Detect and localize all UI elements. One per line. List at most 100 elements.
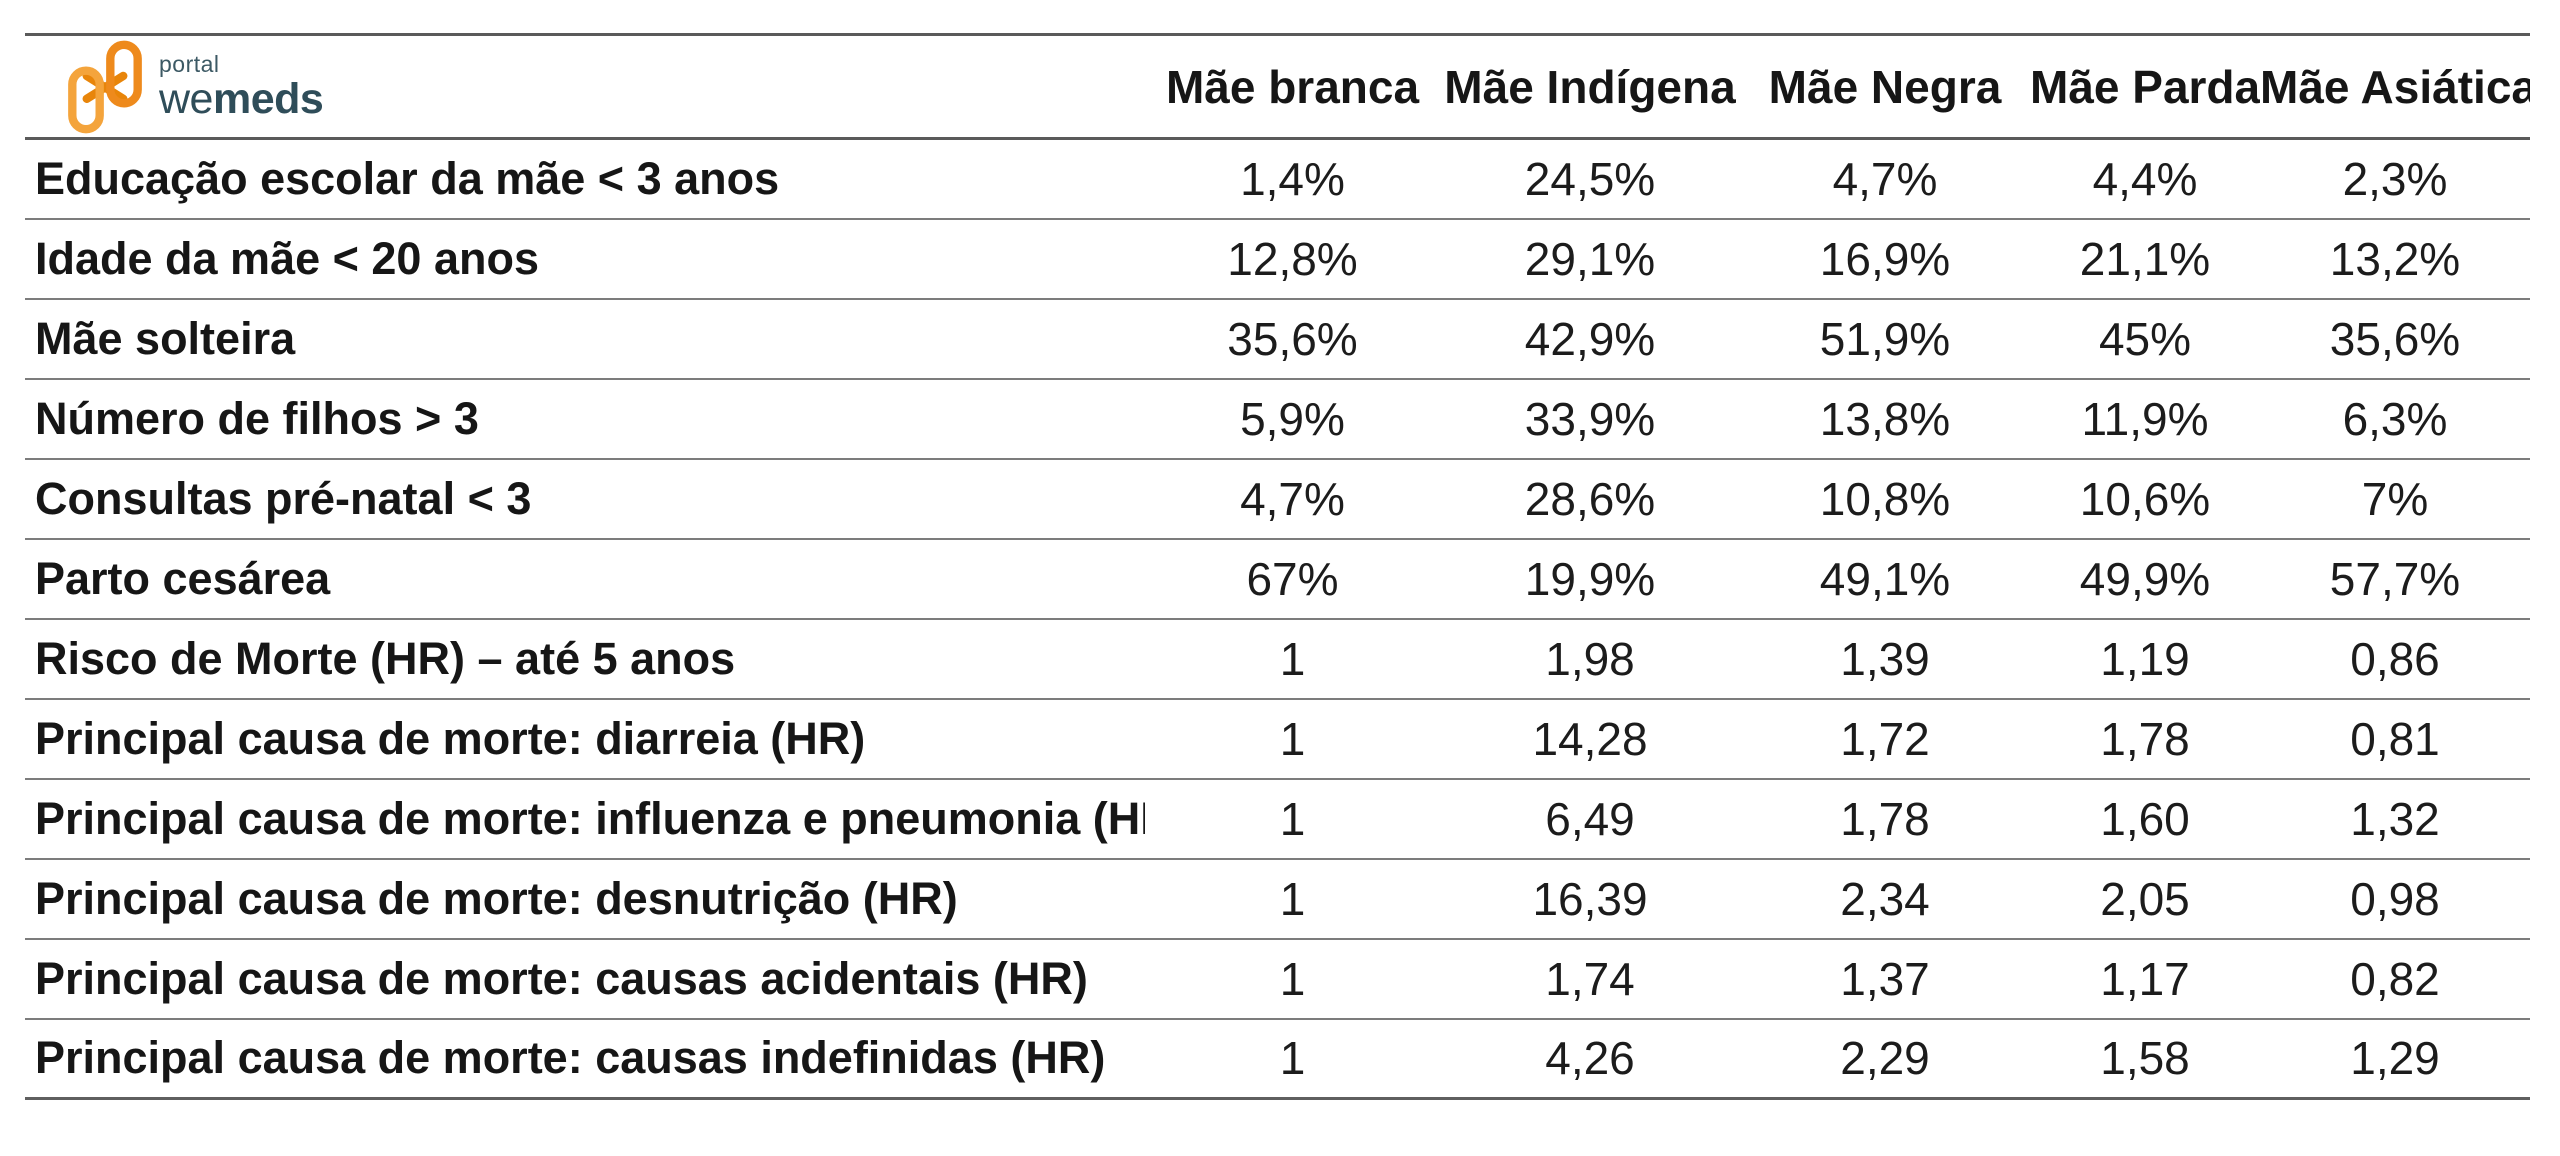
table-cell: 1 xyxy=(1279,952,1306,1005)
table-cell: 1,29 xyxy=(2350,1032,2440,1085)
table-cell: 45% xyxy=(2098,312,2192,365)
table-cell: 0,82 xyxy=(2350,952,2440,1005)
table-cell: 1 xyxy=(1279,1032,1306,1085)
table-cell: 35,6% xyxy=(1227,312,1358,365)
table-cell: 19,9% xyxy=(1524,552,1656,605)
wemeds-logo: portal wemeds xyxy=(25,39,1145,135)
row-label: Número de filhos > 3 xyxy=(35,392,479,444)
data-table: portal wemeds Mãe branca Mãe Indígena Mã… xyxy=(25,33,2530,1100)
row-label: Principal causa de morte: causas indefin… xyxy=(35,1032,1106,1084)
table-row: Educação escolar da mãe < 3 anos 1,4% 24… xyxy=(25,139,2530,219)
table-cell: 1,78 xyxy=(2100,712,2190,765)
column-header-mae-asiatica: Mãe Asiática xyxy=(2260,60,2530,113)
table-cell: 1,78 xyxy=(1840,792,1930,845)
table-cell: 4,7% xyxy=(1832,152,1938,205)
row-label: Educação escolar da mãe < 3 anos xyxy=(35,152,780,204)
table-cell: 33,9% xyxy=(1524,392,1656,445)
brand-text: portal wemeds xyxy=(159,50,324,123)
header-row: portal wemeds Mãe branca Mãe Indígena Mã… xyxy=(25,34,2530,139)
logo-cross-stroke xyxy=(82,71,128,103)
table-row: Principal causa de morte: influenza e pn… xyxy=(25,779,2530,859)
brand-wordmark: wemeds xyxy=(159,74,324,123)
table-cell: 24,5% xyxy=(1524,152,1656,205)
table-cell: 1 xyxy=(1279,872,1306,925)
table-cell: 4,7% xyxy=(1240,472,1345,525)
row-label: Parto cesárea xyxy=(35,552,331,604)
table-cell: 2,29 xyxy=(1840,1032,1930,1085)
table-row: Idade da mãe < 20 anos 12,8% 29,1% 16,9%… xyxy=(25,219,2530,299)
table-cell: 1 xyxy=(1279,712,1306,765)
table-cell: 13,2% xyxy=(2329,232,2461,285)
table-cell: 51,9% xyxy=(1819,312,1951,365)
brand-we: we xyxy=(159,74,213,123)
table-cell: 16,39 xyxy=(1532,872,1648,925)
table-cell: 6,49 xyxy=(1545,792,1635,845)
table-cell: 10,8% xyxy=(1819,472,1951,525)
table-cell: 12,8% xyxy=(1227,232,1358,285)
table-cell: 2,34 xyxy=(1840,872,1930,925)
table-cell: 1,74 xyxy=(1545,952,1635,1005)
table-cell: 1,60 xyxy=(2100,792,2190,845)
column-header-mae-negra: Mãe Negra xyxy=(1768,60,2002,113)
table-cell: 7% xyxy=(2361,472,2429,525)
logo-right-pill xyxy=(106,40,142,108)
table-cell: 57,7% xyxy=(2329,552,2461,605)
table-cell: 2,05 xyxy=(2100,872,2190,925)
table-row: Principal causa de morte: causas indefin… xyxy=(25,1019,2530,1099)
table-cell: 42,9% xyxy=(1524,312,1656,365)
table-cell: 10,6% xyxy=(2079,472,2211,525)
table-cell: 28,6% xyxy=(1524,472,1656,525)
table-cell: 49,1% xyxy=(1819,552,1951,605)
table-cell: 0,86 xyxy=(2350,632,2440,685)
column-header-mae-parda: Mãe Parda xyxy=(2030,60,2260,113)
table-cell: 35,6% xyxy=(2329,312,2461,365)
table-cell: 2,3% xyxy=(2342,152,2448,205)
row-label: Principal causa de morte: influenza e pn… xyxy=(35,792,1145,844)
table-cell: 1,17 xyxy=(2100,952,2190,1005)
table-cell: 0,81 xyxy=(2350,712,2440,765)
table-row: Principal causa de morte: diarreia (HR) … xyxy=(25,699,2530,779)
column-header-mae-indigena: Mãe Indígena xyxy=(1444,60,1736,113)
wemeds-logo-icon xyxy=(68,40,142,133)
table-row: Principal causa de morte: desnutrição (H… xyxy=(25,859,2530,939)
table-cell: 1,19 xyxy=(2100,632,2190,685)
row-label: Idade da mãe < 20 anos xyxy=(35,232,539,284)
row-label: Risco de Morte (HR) – até 5 anos xyxy=(35,632,736,684)
table-cell: 1,58 xyxy=(2100,1032,2190,1085)
table-cell: 21,1% xyxy=(2079,232,2211,285)
brand-meds: meds xyxy=(212,74,324,123)
table-cell: 6,3% xyxy=(2342,392,2448,445)
table-cell: 1,98 xyxy=(1545,632,1635,685)
table-cell: 1,37 xyxy=(1840,952,1930,1005)
table-cell: 0,98 xyxy=(2350,872,2440,925)
table-cell: 4,26 xyxy=(1545,1032,1635,1085)
table-cell: 1,32 xyxy=(2350,792,2440,845)
brand-cell: portal wemeds xyxy=(25,35,1145,139)
table-cell: 1 xyxy=(1279,792,1306,845)
table-cell: 49,9% xyxy=(2079,552,2211,605)
logo-left-pill xyxy=(68,65,104,133)
table-cell: 14,28 xyxy=(1532,712,1648,765)
brand-portal-label: portal xyxy=(159,50,220,77)
row-label: Principal causa de morte: desnutrição (H… xyxy=(35,872,958,924)
table-cell: 11,9% xyxy=(2081,392,2209,445)
row-label: Principal causa de morte: diarreia (HR) xyxy=(35,712,866,764)
column-header-mae-branca: Mãe branca xyxy=(1165,60,1420,113)
table-row: Número de filhos > 3 5,9% 33,9% 13,8% 11… xyxy=(25,379,2530,459)
table-cell: 5,9% xyxy=(1240,392,1345,445)
table-row: Principal causa de morte: causas acident… xyxy=(25,939,2530,1019)
table-cell: 4,4% xyxy=(2092,152,2198,205)
row-label: Mãe solteira xyxy=(35,312,296,364)
table-row: Risco de Morte (HR) – até 5 anos 1 1,98 … xyxy=(25,619,2530,699)
table-cell: 1,72 xyxy=(1840,712,1930,765)
table-row: Mãe solteira 35,6% 42,9% 51,9% 45% 35,6% xyxy=(25,299,2530,379)
table-row: Parto cesárea 67% 19,9% 49,1% 49,9% 57,7… xyxy=(25,539,2530,619)
table-cell: 67% xyxy=(1246,552,1339,605)
table-cell: 1,4% xyxy=(1240,152,1345,205)
table-cell: 1,39 xyxy=(1840,632,1930,685)
table-cell: 16,9% xyxy=(1819,232,1951,285)
table-cell: 13,8% xyxy=(1819,392,1951,445)
table-cell: 1 xyxy=(1279,632,1306,685)
table-cell: 29,1% xyxy=(1524,232,1656,285)
